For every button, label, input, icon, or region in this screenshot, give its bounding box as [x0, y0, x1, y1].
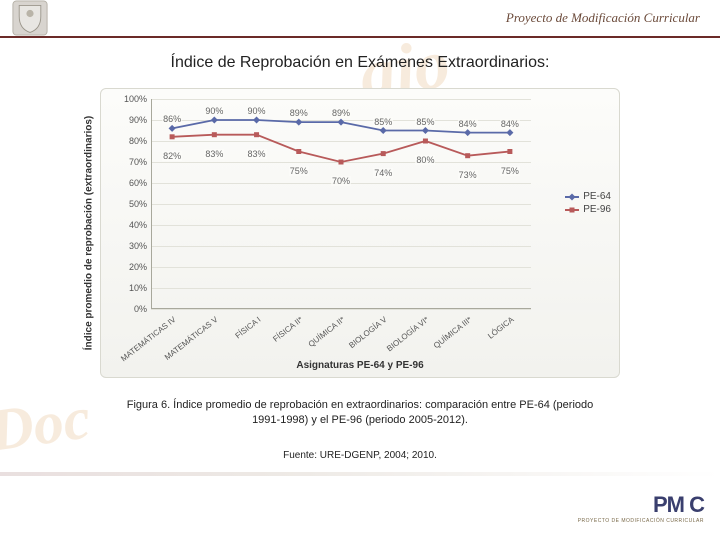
- data-label: 85%: [373, 117, 393, 127]
- data-label: 83%: [247, 149, 267, 159]
- legend-label: PE-64: [583, 191, 611, 202]
- y-tick: 70%: [119, 157, 147, 167]
- x-tick: QUÍMICA III*: [432, 315, 474, 350]
- header-title: Proyecto de Modificación Curricular: [506, 10, 700, 26]
- data-label: 83%: [204, 149, 224, 159]
- figure-source: Fuente: URE-DGENP, 2004; 2010.: [0, 450, 720, 461]
- data-label: 80%: [415, 155, 435, 165]
- x-tick: QUÍMICA II*: [307, 315, 347, 349]
- legend-swatch: [565, 209, 579, 211]
- chart-legend: PE-64 PE-96: [565, 189, 611, 217]
- y-tick: 50%: [119, 199, 147, 209]
- legend-label: PE-96: [583, 204, 611, 215]
- x-axis-label: Asignaturas PE-64 y PE-96: [101, 360, 619, 371]
- x-tick: BIOLOGÍA VI*: [385, 315, 430, 353]
- page-title: Índice de Reprobación en Exámenes Extrao…: [0, 54, 720, 72]
- data-label: 73%: [458, 170, 478, 180]
- data-label: 89%: [331, 108, 351, 118]
- unam-shield-icon: [12, 0, 48, 36]
- y-tick: 20%: [119, 262, 147, 272]
- y-tick: 30%: [119, 241, 147, 251]
- legend-item: PE-64: [565, 191, 611, 202]
- y-tick: 40%: [119, 220, 147, 230]
- y-tick: 80%: [119, 136, 147, 146]
- y-tick: 10%: [119, 283, 147, 293]
- data-label: 90%: [204, 106, 224, 116]
- footer-logo-subtitle: PROYECTO DE MODIFICACIÓN CURRICULAR: [578, 518, 704, 524]
- legend-swatch: [565, 196, 579, 198]
- data-label: 84%: [500, 119, 520, 129]
- y-tick: 60%: [119, 178, 147, 188]
- x-tick: FÍSICA I: [233, 315, 262, 340]
- series-svg: [151, 99, 531, 309]
- data-label: 74%: [373, 168, 393, 178]
- data-label: 75%: [500, 166, 520, 176]
- y-tick: 0%: [119, 304, 147, 314]
- chart-card: Índice promedio de reprobación (extraord…: [100, 88, 620, 378]
- footer-divider: [0, 472, 720, 476]
- footer-logo: PM C PROYECTO DE MODIFICACIÓN CURRICULAR: [578, 492, 704, 524]
- plot-area: 0%10%20%30%40%50%60%70%80%90%100%MATEMÁT…: [151, 99, 531, 309]
- data-label: 70%: [331, 176, 351, 186]
- x-tick: LÓGICA: [486, 315, 515, 341]
- x-tick: FÍSICA II*: [271, 315, 304, 344]
- header-bar: Proyecto de Modificación Curricular: [0, 0, 720, 38]
- legend-item: PE-96: [565, 204, 611, 215]
- x-tick: BIOLOGÍA V: [347, 315, 388, 350]
- data-label: 89%: [289, 108, 309, 118]
- footer-logo-text: PM C: [578, 492, 704, 518]
- y-axis-label: Índice promedio de reprobación (extraord…: [84, 116, 95, 351]
- y-tick: 100%: [119, 94, 147, 104]
- data-label: 84%: [458, 119, 478, 129]
- figure-caption: Figura 6. Índice promedio de reprobación…: [120, 398, 600, 428]
- data-label: 90%: [247, 106, 267, 116]
- data-label: 75%: [289, 166, 309, 176]
- data-label: 86%: [162, 114, 182, 124]
- data-label: 82%: [162, 151, 182, 161]
- data-label: 85%: [415, 117, 435, 127]
- y-tick: 90%: [119, 115, 147, 125]
